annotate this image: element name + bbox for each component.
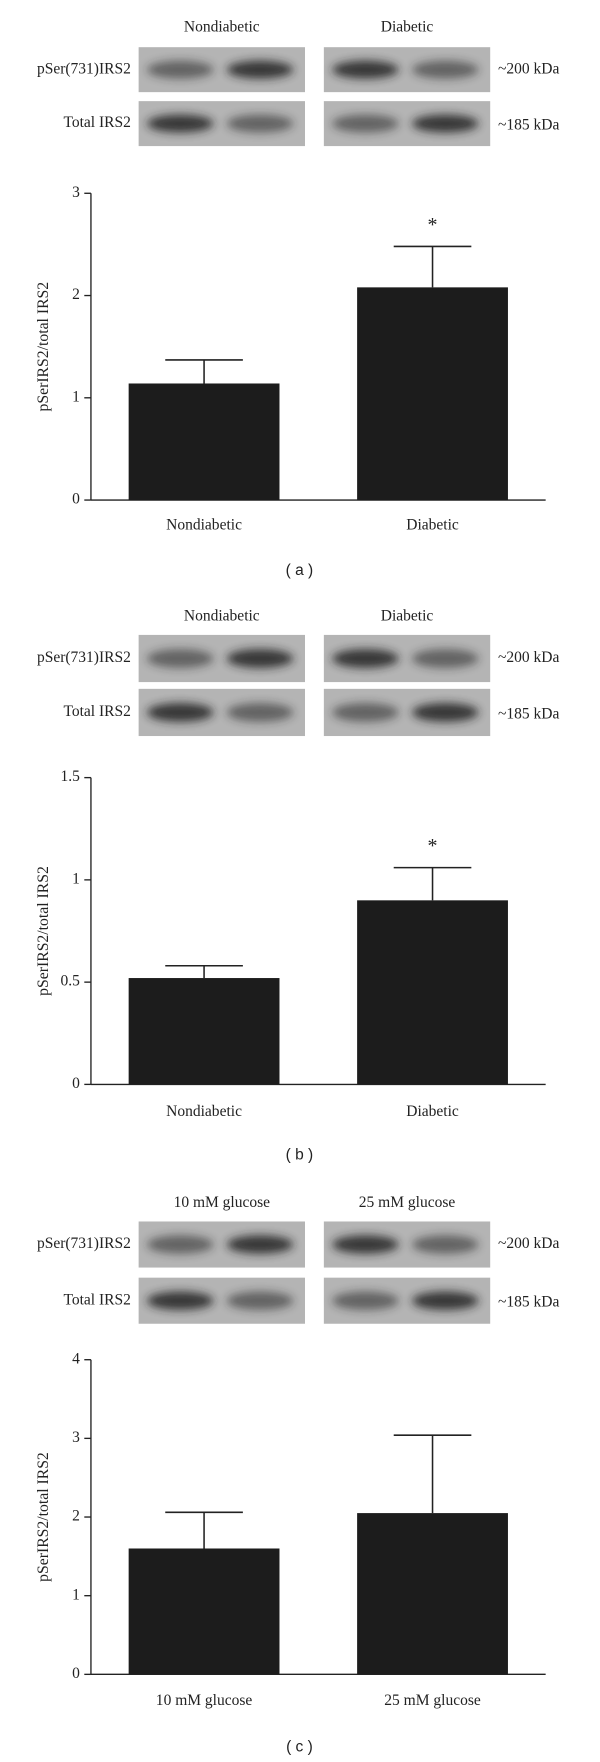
blot-band <box>332 703 399 722</box>
y-axis-label: pSerIRS2/total IRS2 <box>35 1452 52 1582</box>
blot-size-label: ~200 kDa <box>498 649 559 666</box>
blot-size-label: ~185 kDa <box>498 705 559 722</box>
blot-size-label: ~200 kDa <box>498 60 559 77</box>
lane-label: Nondiabetic <box>184 19 260 36</box>
y-tick-label: 4 <box>72 1350 80 1367</box>
y-tick-label: 1 <box>72 388 80 405</box>
blot-band <box>412 649 479 668</box>
blot-band <box>332 60 399 79</box>
bar <box>128 383 280 501</box>
blot-band <box>332 1291 399 1310</box>
blot-band <box>146 703 214 722</box>
blot-band <box>412 1291 479 1310</box>
blot-size-label: ~200 kDa <box>498 1235 559 1252</box>
blot-band <box>146 1291 214 1310</box>
blot-band <box>226 1291 294 1310</box>
blot-band <box>332 649 399 668</box>
blot-row-label: pSer(731)IRS2 <box>37 1235 131 1252</box>
blot-row-label: pSer(731)IRS2 <box>37 649 131 666</box>
blot-band <box>226 703 294 722</box>
bar <box>128 1548 280 1675</box>
bar <box>128 978 280 1085</box>
y-axis-label: pSerIRS2/total IRS2 <box>35 866 52 996</box>
y-tick-label: 1.5 <box>60 768 80 785</box>
blot-band <box>226 114 294 133</box>
blot-size-label: ~185 kDa <box>498 116 559 133</box>
blot-row-label: Total IRS2 <box>63 114 130 131</box>
blot-band <box>146 649 214 668</box>
blot-band <box>412 114 479 133</box>
lane-label: Diabetic <box>381 607 434 624</box>
blot-band <box>412 1235 479 1254</box>
y-tick-label: 0.5 <box>60 973 80 990</box>
blot-band <box>412 60 479 79</box>
y-tick-label: 1 <box>72 1586 80 1603</box>
blot-size-label: ~185 kDa <box>498 1293 559 1310</box>
blot-band <box>226 1235 294 1254</box>
x-tick-label: Diabetic <box>406 516 459 533</box>
x-tick-label: 10 mM glucose <box>156 1692 253 1709</box>
bar <box>357 1513 508 1675</box>
panel-label: ( a ) <box>286 562 314 579</box>
blot-row-label: Total IRS2 <box>63 703 130 720</box>
x-tick-label: 25 mM glucose <box>384 1692 481 1709</box>
panel-label: ( b ) <box>286 1146 314 1163</box>
blot-band <box>332 114 399 133</box>
y-tick-label: 3 <box>72 184 80 201</box>
bar <box>357 287 508 501</box>
y-tick-label: 3 <box>72 1429 80 1446</box>
y-tick-label: 1 <box>72 870 80 887</box>
significance-label: * <box>428 214 438 236</box>
y-axis-label: pSerIRS2/total IRS2 <box>35 282 52 412</box>
blot-band <box>226 60 294 79</box>
x-tick-label: Nondiabetic <box>166 1103 242 1120</box>
blot-row-label: Total IRS2 <box>63 1291 130 1308</box>
y-tick-label: 0 <box>72 1075 80 1092</box>
y-tick-label: 0 <box>72 491 80 508</box>
panel-label: ( c ) <box>286 1738 313 1755</box>
blot-band <box>226 649 294 668</box>
y-tick-label: 0 <box>72 1665 80 1682</box>
x-tick-label: Diabetic <box>406 1103 459 1120</box>
blot-band <box>412 703 479 722</box>
x-tick-label: Nondiabetic <box>166 516 242 533</box>
lane-label: 25 mM glucose <box>359 1194 456 1211</box>
lane-label: Nondiabetic <box>184 607 260 624</box>
blot-row-label: pSer(731)IRS2 <box>37 60 131 77</box>
y-tick-label: 2 <box>72 1508 80 1525</box>
lane-label: Diabetic <box>381 19 434 36</box>
significance-label: * <box>428 835 438 857</box>
y-tick-label: 2 <box>72 286 80 303</box>
bar <box>357 900 508 1085</box>
blot-band <box>332 1235 399 1254</box>
blot-band <box>146 1235 214 1254</box>
blot-band <box>146 114 214 133</box>
lane-label: 10 mM glucose <box>174 1194 271 1211</box>
blot-band <box>146 60 214 79</box>
